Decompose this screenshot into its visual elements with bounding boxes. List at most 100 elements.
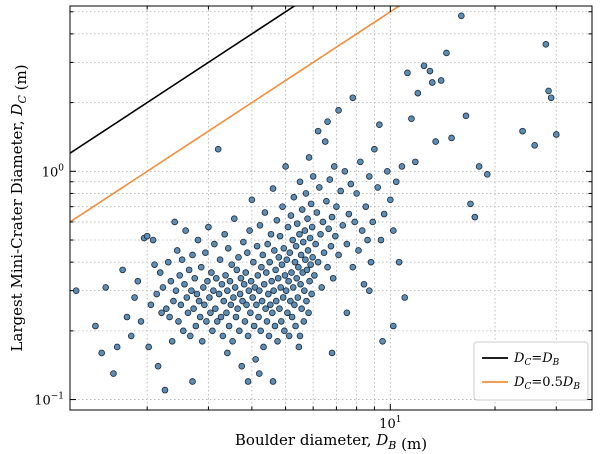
data-point — [193, 290, 201, 298]
data-point — [158, 309, 165, 317]
data-point — [304, 215, 311, 222]
data-point — [316, 184, 323, 191]
data-point — [176, 272, 183, 279]
data-point — [192, 322, 200, 330]
data-point — [398, 163, 406, 170]
y-tick-label: 10−1 — [34, 392, 64, 409]
legend-label: DC=0.5DB — [513, 375, 580, 392]
data-point — [137, 318, 145, 325]
data-point — [335, 107, 342, 114]
data-point — [269, 378, 277, 385]
data-point — [239, 297, 246, 305]
data-point — [156, 269, 164, 276]
data-point — [237, 274, 245, 282]
data-point — [221, 230, 228, 238]
data-point — [317, 230, 324, 238]
data-point — [186, 332, 194, 340]
data-point — [275, 254, 283, 261]
data-point — [102, 284, 110, 291]
data-point — [134, 277, 142, 285]
data-point — [123, 313, 131, 321]
data-point — [305, 309, 312, 317]
data-point — [217, 313, 225, 321]
data-point — [311, 272, 318, 279]
data-point — [224, 287, 231, 294]
data-point — [131, 294, 138, 301]
x-tick-label: 101 — [379, 415, 401, 432]
data-point — [178, 256, 186, 263]
data-point — [282, 163, 289, 170]
data-point — [272, 266, 279, 274]
data-point — [201, 301, 208, 309]
data-point — [183, 294, 191, 301]
data-point — [154, 362, 162, 370]
data-point — [325, 225, 332, 233]
data-point — [173, 247, 181, 254]
data-point — [349, 94, 357, 102]
data-point — [235, 254, 242, 261]
data-point — [230, 294, 237, 301]
data-point — [143, 232, 151, 240]
data-point — [259, 251, 267, 259]
data-point — [345, 210, 353, 218]
data-point — [353, 190, 360, 197]
data-point — [390, 322, 397, 330]
data-point — [376, 121, 383, 129]
data-point — [443, 49, 450, 57]
data-point — [301, 287, 308, 294]
axis-ticks: 101 10−1 100 — [34, 6, 592, 432]
data-point — [241, 318, 249, 325]
data-point — [284, 223, 292, 231]
data-point — [414, 89, 422, 97]
data-point — [339, 222, 347, 229]
data-point — [222, 272, 229, 279]
data-point — [531, 142, 538, 149]
data-point — [369, 218, 377, 226]
data-point — [278, 318, 285, 325]
data-point — [161, 386, 169, 394]
data-point — [214, 145, 222, 153]
data-point — [289, 236, 296, 244]
data-point — [287, 212, 295, 219]
data-point — [232, 313, 240, 321]
data-point — [188, 287, 195, 294]
data-point — [265, 332, 273, 340]
grid — [70, 6, 592, 410]
data-point — [258, 297, 266, 305]
data-point — [149, 236, 157, 244]
data-point — [283, 256, 291, 263]
data-point — [404, 69, 411, 77]
data-point — [296, 332, 304, 340]
data-point — [365, 287, 373, 294]
data-point — [293, 274, 300, 282]
data-point — [202, 249, 209, 256]
data-point — [252, 356, 259, 363]
data-point — [212, 305, 219, 313]
data-point — [302, 190, 310, 197]
data-point — [390, 227, 397, 234]
data-point — [218, 280, 226, 288]
data-point — [364, 236, 371, 244]
data-point — [256, 222, 264, 229]
data-point — [257, 327, 264, 335]
data-point — [392, 178, 400, 186]
data-point — [242, 269, 250, 276]
data-point — [288, 269, 295, 276]
data-point — [294, 294, 302, 301]
data-point — [266, 258, 273, 266]
data-point — [519, 127, 526, 135]
data-point — [273, 217, 281, 224]
data-point — [301, 227, 309, 234]
data-point — [347, 180, 355, 188]
data-point — [287, 297, 294, 305]
data-point — [274, 274, 282, 282]
data-point — [231, 284, 239, 291]
data-point — [250, 258, 257, 266]
data-point — [300, 318, 308, 325]
data-point — [166, 313, 173, 321]
legend-box — [473, 341, 589, 401]
data-point — [279, 294, 287, 301]
data-point — [292, 322, 299, 330]
data-point — [308, 223, 316, 231]
reference-line — [70, 6, 401, 223]
